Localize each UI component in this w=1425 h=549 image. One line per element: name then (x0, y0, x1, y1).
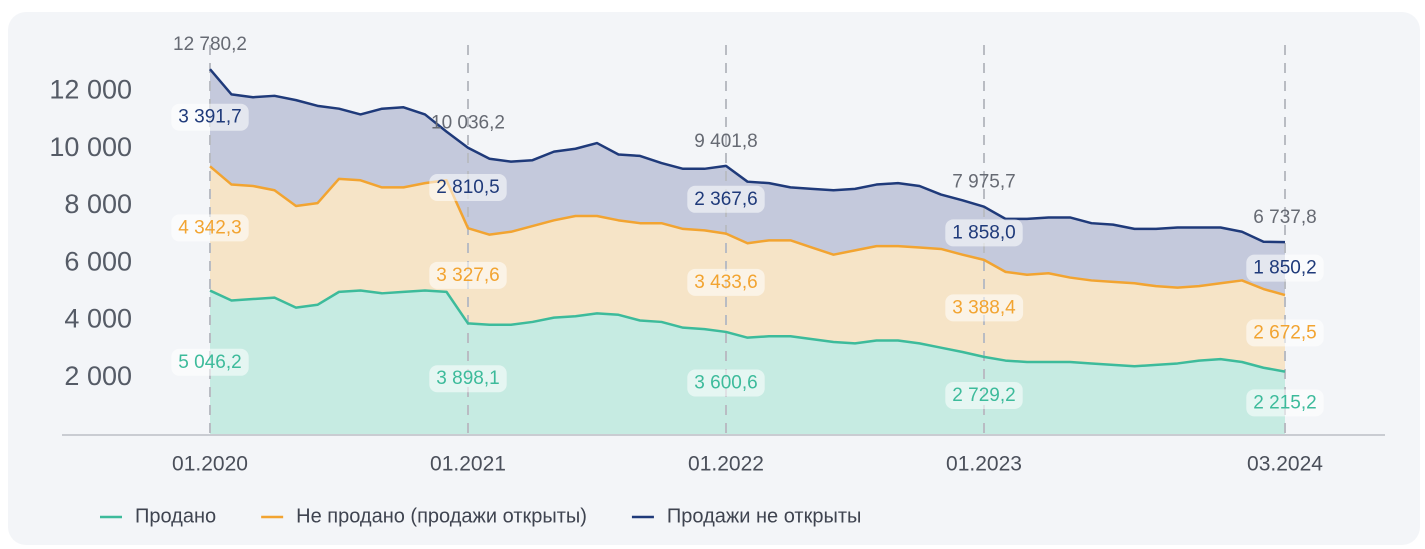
label-pill (1246, 254, 1324, 282)
data-label: 3 327,6 (436, 265, 499, 286)
legend-label: Продажи не открыты (667, 505, 861, 527)
x-tick-label: 01.2021 (430, 453, 506, 476)
data-label: 1 850,2 (1253, 258, 1316, 279)
total-label: 10 036,2 (431, 113, 505, 134)
label-pill (171, 214, 249, 242)
total-label: 12 780,2 (173, 34, 247, 55)
data-label: 2 215,2 (1253, 392, 1316, 413)
total-label: 9 401,8 (694, 131, 757, 152)
y-tick-label: 12 000 (49, 75, 132, 105)
label-pill (945, 381, 1023, 409)
legend: Продано Не продано (продажи открыты) Прода… (100, 505, 861, 527)
label-pill (171, 103, 249, 131)
label-pill (687, 185, 765, 213)
x-tick-label: 01.2020 (172, 453, 248, 476)
data-label: 2 672,5 (1253, 322, 1316, 343)
x-tick-label: 01.2022 (688, 453, 764, 476)
x-tick-label: 03.2024 (1247, 453, 1323, 476)
data-label: 3 388,4 (952, 297, 1016, 318)
data-label: 2 729,2 (952, 385, 1015, 406)
label-pill (429, 173, 507, 201)
label-pill (429, 261, 507, 289)
data-label: 4 342,3 (178, 217, 241, 238)
y-tick-label: 10 000 (49, 132, 132, 162)
label-pill (1246, 319, 1324, 347)
label-pill (1246, 389, 1324, 417)
total-label: 7 975,7 (952, 172, 1015, 193)
data-label: 3 600,6 (694, 372, 757, 393)
label-pill (171, 348, 249, 376)
y-tick-label: 4 000 (64, 304, 132, 334)
data-label: 3 391,7 (178, 107, 241, 128)
label-pill (945, 294, 1024, 322)
data-label: 1 858,0 (952, 222, 1015, 243)
y-tick-label: 6 000 (64, 246, 132, 276)
x-tick-label: 01.2023 (946, 453, 1022, 476)
data-label: 5 046,2 (178, 352, 241, 373)
y-tick-label: 2 000 (64, 361, 132, 391)
series-line (209, 289, 1286, 373)
data-label: 3 433,6 (694, 272, 757, 293)
data-label: 2 810,5 (436, 177, 499, 198)
data-label: 2 367,6 (694, 189, 757, 210)
total-label: 6 737,8 (1253, 207, 1316, 228)
legend-label: Не продано (продажи открыты) (296, 505, 587, 527)
legend-label: Продано (135, 505, 216, 527)
series-line (209, 165, 1286, 297)
series-line (209, 68, 1286, 244)
label-pill (945, 219, 1023, 247)
lines (209, 68, 1286, 373)
labels: 5 046,2 3 898,1 3 600,6 2 729,2 2 215,2 4 342… (171, 34, 1324, 417)
y-tick-label: 8 000 (64, 189, 132, 219)
data-label: 3 898,1 (436, 368, 499, 389)
label-pill (429, 365, 507, 393)
label-pill (687, 369, 765, 397)
label-pill (687, 268, 765, 296)
